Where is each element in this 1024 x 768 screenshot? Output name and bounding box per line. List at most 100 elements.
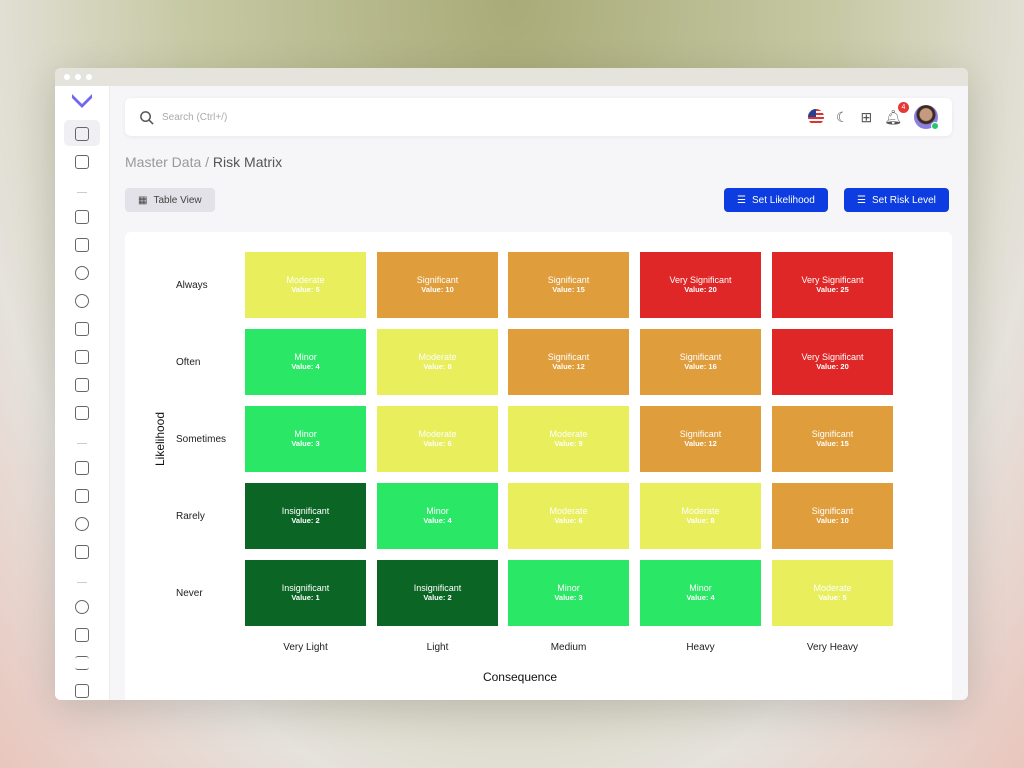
top-navbar: Search (Ctrl+/) ☾ ⊞ 🔔︎ 4 xyxy=(125,98,952,136)
us-flag-icon[interactable] xyxy=(807,109,824,125)
risk-cell[interactable]: Insignificant Value: 1 xyxy=(245,560,366,626)
risk-cell[interactable]: Moderate Value: 9 xyxy=(508,406,629,472)
risk-cell[interactable]: Significant Value: 15 xyxy=(508,252,629,318)
window-dot[interactable] xyxy=(64,74,70,80)
copy-icon[interactable] xyxy=(75,489,89,503)
risk-cell[interactable]: Minor Value: 3 xyxy=(508,560,629,626)
risk-cell[interactable]: Significant Value: 10 xyxy=(377,252,498,318)
divider xyxy=(77,443,87,444)
x-axis-label: Consequence xyxy=(482,670,558,684)
risk-cell[interactable]: Significant Value: 15 xyxy=(772,406,893,472)
risk-cell[interactable]: Very Significant Value: 20 xyxy=(640,252,761,318)
square-icon[interactable] xyxy=(75,406,89,420)
list-icon: ☰ xyxy=(857,194,866,206)
risk-cell[interactable]: Moderate Value: 5 xyxy=(772,560,893,626)
risk-cell[interactable]: Significant Value: 12 xyxy=(508,329,629,395)
risk-cell[interactable]: Minor Value: 4 xyxy=(640,560,761,626)
risk-value: Value: 2 xyxy=(291,516,320,525)
browser-icon[interactable] xyxy=(75,628,89,642)
risk-value: Value: 5 xyxy=(291,285,320,294)
risk-cell[interactable]: Very Significant Value: 20 xyxy=(772,329,893,395)
lock-icon[interactable] xyxy=(75,350,89,364)
risk-level: Very Significant xyxy=(669,275,732,285)
risk-level: Insignificant xyxy=(281,583,330,593)
users-icon[interactable] xyxy=(75,266,89,280)
consequence-label: Very Light xyxy=(283,642,328,653)
risk-cell[interactable]: Insignificant Value: 2 xyxy=(377,560,498,626)
settings-icon[interactable] xyxy=(75,294,89,308)
set-risk-level-button[interactable]: ☰ Set Risk Level xyxy=(844,188,949,212)
risk-value: Value: 8 xyxy=(686,516,715,525)
avatar[interactable] xyxy=(914,105,939,130)
search-input[interactable]: Search (Ctrl+/) xyxy=(162,111,228,123)
search-icon xyxy=(140,110,154,125)
consequence-label: Medium xyxy=(550,642,587,653)
set-risk-level-label: Set Risk Level xyxy=(871,194,936,206)
risk-cell[interactable]: Moderate Value: 5 xyxy=(245,252,366,318)
risk-cell[interactable]: Moderate Value: 8 xyxy=(640,483,761,549)
calendar-icon[interactable] xyxy=(75,210,89,224)
toggle-icon[interactable] xyxy=(75,600,89,614)
risk-value: Value: 3 xyxy=(291,439,320,448)
risk-cell[interactable]: Significant Value: 12 xyxy=(640,406,761,472)
checkbox-icon[interactable] xyxy=(75,684,89,698)
risk-level: Moderate xyxy=(286,275,325,285)
notification-badge: 4 xyxy=(898,101,909,113)
risk-level: Insignificant xyxy=(281,506,330,516)
risk-cell[interactable]: Moderate Value: 6 xyxy=(377,406,498,472)
components-icon[interactable] xyxy=(75,517,89,531)
home-icon[interactable] xyxy=(75,127,89,141)
likelihood-label: Never xyxy=(176,588,203,599)
id-card-icon[interactable] xyxy=(75,461,89,475)
divider xyxy=(77,192,87,193)
layout-icon[interactable] xyxy=(75,155,89,169)
risk-cell[interactable]: Insignificant Value: 2 xyxy=(245,483,366,549)
window-dot[interactable] xyxy=(75,74,81,80)
risk-value: Value: 10 xyxy=(816,516,849,525)
breadcrumb-parent[interactable]: Master Data / xyxy=(125,154,210,170)
risk-level: Significant xyxy=(547,352,590,362)
risk-cell[interactable]: Very Significant Value: 25 xyxy=(772,252,893,318)
risk-cell[interactable]: Minor Value: 4 xyxy=(377,483,498,549)
risk-value: Value: 15 xyxy=(552,285,585,294)
risk-level: Very Significant xyxy=(801,275,864,285)
risk-level: Moderate xyxy=(549,506,588,516)
risk-value: Value: 9 xyxy=(554,439,583,448)
shortcuts-grid-icon[interactable]: ⊞ xyxy=(860,108,873,125)
risk-value: Value: 4 xyxy=(423,516,452,525)
y-axis-label: Likelihood xyxy=(153,411,168,467)
search-bar[interactable]: Search (Ctrl+/) xyxy=(139,110,808,125)
moon-icon[interactable]: ☾ xyxy=(835,108,849,125)
risk-cell[interactable]: Moderate Value: 6 xyxy=(508,483,629,549)
breadcrumb: Master Data / Risk Matrix xyxy=(125,154,282,170)
risk-level: Insignificant xyxy=(413,583,462,593)
set-likelihood-label: Set Likelihood xyxy=(751,194,815,206)
table-view-button[interactable]: ▦ Table View xyxy=(125,188,215,212)
risk-value: Value: 15 xyxy=(816,439,849,448)
file-icon[interactable] xyxy=(75,322,89,336)
table-view-label: Table View xyxy=(153,194,202,206)
consequence-label: Heavy xyxy=(686,642,715,653)
window-dot[interactable] xyxy=(86,74,92,80)
risk-value: Value: 12 xyxy=(684,439,717,448)
columns-icon[interactable] xyxy=(75,378,89,392)
risk-cell[interactable]: Significant Value: 10 xyxy=(772,483,893,549)
risk-matrix-card: Likelihood Consequence Always Often Someti… xyxy=(125,232,952,700)
logo-icon[interactable] xyxy=(72,94,92,108)
list-icon[interactable] xyxy=(75,656,89,670)
consequence-label: Very Heavy xyxy=(806,642,859,653)
risk-cell[interactable]: Minor Value: 4 xyxy=(245,329,366,395)
risk-value: Value: 25 xyxy=(816,285,849,294)
risk-value: Value: 3 xyxy=(554,593,583,602)
divider xyxy=(77,582,87,583)
risk-level: Significant xyxy=(679,352,722,362)
bell-icon[interactable]: 🔔︎ 4 xyxy=(884,101,909,126)
set-likelihood-button[interactable]: ☰ Set Likelihood xyxy=(724,188,828,212)
terminal-icon[interactable] xyxy=(75,545,89,559)
likelihood-label: Often xyxy=(176,357,201,368)
risk-cell[interactable]: Minor Value: 3 xyxy=(245,406,366,472)
risk-cell[interactable]: Significant Value: 16 xyxy=(640,329,761,395)
title-bar xyxy=(55,68,968,86)
risk-cell[interactable]: Moderate Value: 8 xyxy=(377,329,498,395)
invoice-icon[interactable] xyxy=(75,238,89,252)
